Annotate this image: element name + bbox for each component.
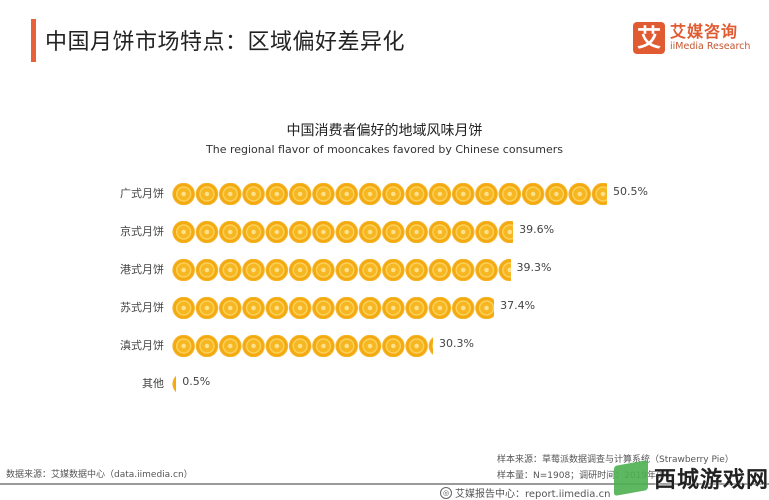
value-label: 37.4% <box>500 299 536 312</box>
category-label: 广式月饼 <box>120 187 164 200</box>
watermark-text: 西城游戏网 <box>654 468 769 493</box>
mooncake-pictogram-bar <box>172 335 433 357</box>
watermark: 西城游戏网 <box>614 460 769 496</box>
sample-size: 样本量：N=1908；调研时间：2019年8月 <box>497 471 671 481</box>
value-label: 0.5% <box>182 375 211 388</box>
mooncake-icon <box>172 259 511 281</box>
category-label: 其他 <box>142 377 164 390</box>
value-label: 39.3% <box>516 261 552 274</box>
mooncake-icon <box>172 335 433 357</box>
mooncake-pictogram-bar <box>172 221 514 243</box>
category-label: 港式月饼 <box>120 263 164 276</box>
iimedia-logo: 艾 艾媒咨询 iiMedia Research <box>633 22 750 54</box>
mooncake-pictogram-bar <box>172 183 607 205</box>
bar-row: 其他 0.5% <box>0 371 769 395</box>
value-label: 39.6% <box>519 223 555 236</box>
bar-row: 滇式月饼 30.3% <box>0 333 769 357</box>
mooncake-icon <box>172 183 607 205</box>
globe-icon: ◎ <box>440 486 452 499</box>
value-label: 50.5% <box>613 185 648 198</box>
bar-row: 广式月饼 50.5% <box>0 181 769 205</box>
bar-row: 港式月饼 39.3% <box>0 257 769 281</box>
category-label: 京式月饼 <box>120 225 164 238</box>
bar-row: 苏式月饼 37.4% <box>0 295 769 319</box>
logo-mark-icon: 艾 <box>633 22 665 54</box>
mooncake-pictogram-bar <box>172 297 495 319</box>
page-title: 中国月饼市场特点：区域偏好差异化 <box>45 30 406 55</box>
mooncake-icon <box>172 297 495 319</box>
bar-row: 京式月饼 39.6% <box>0 219 769 243</box>
report-center: ◎ 艾媒报告中心：report.iimedia.cn <box>440 485 610 500</box>
mooncake-icon <box>172 373 177 395</box>
mooncake-pictogram-bar <box>172 373 177 395</box>
data-source: 数据来源：艾媒数据中心（data.iimedia.cn） <box>6 470 193 480</box>
category-label: 滇式月饼 <box>120 339 164 352</box>
title-accent-bar <box>31 19 36 62</box>
mooncake-icon <box>172 221 514 243</box>
watermark-cube-icon <box>614 460 648 496</box>
category-label: 苏式月饼 <box>120 301 164 314</box>
value-label: 30.3% <box>439 337 474 350</box>
sample-source: 样本来源：草莓派数据调查与计算系统（Strawberry Pie） <box>497 455 734 465</box>
logo-name-cn: 艾媒咨询 <box>670 22 739 41</box>
chart-subtitle: The regional flavor of mooncakes favored… <box>206 143 563 156</box>
logo-name-en: iiMedia Research <box>670 41 751 52</box>
footer-divider <box>0 483 769 485</box>
chart-title: 中国消费者偏好的地域风味月饼 <box>286 123 483 139</box>
mooncake-pictogram-bar <box>172 259 511 281</box>
report-center-text: 艾媒报告中心：report.iimedia.cn <box>455 489 611 500</box>
